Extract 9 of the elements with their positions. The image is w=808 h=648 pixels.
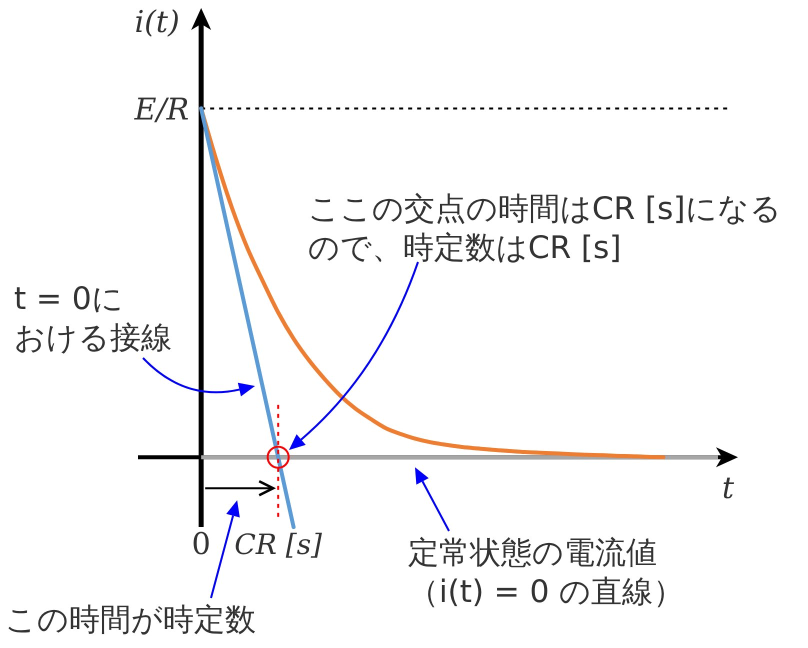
text: この時間が時定数 (5, 602, 256, 638)
text: t = 0における接線 (14, 281, 172, 356)
annotation: ここの交点の時間はCR [s]になるので、時定数はCR [s] (308, 191, 782, 266)
ref-line-label: 定常状態の電流値（i(t) = 0 の直線） (408, 535, 684, 610)
ref-line-label: E/R (134, 92, 190, 128)
x-axis-title: t (722, 471, 735, 506)
x-tick-label: CR [s] (234, 528, 322, 561)
x-tick-label: 0 (192, 527, 211, 562)
y-axis-title: i(t) (134, 5, 180, 40)
